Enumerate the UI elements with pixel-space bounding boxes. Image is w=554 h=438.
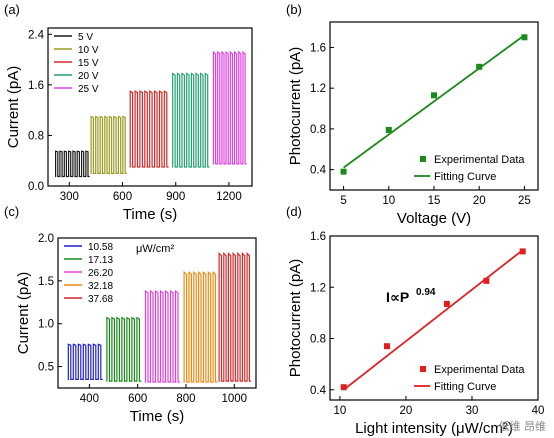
legend-marker <box>420 366 426 372</box>
y-tick-label: 1.6 <box>310 231 326 243</box>
x-tick-label: 600 <box>128 393 147 405</box>
data-point <box>340 384 347 391</box>
series-line <box>129 90 169 168</box>
data-point <box>340 168 347 175</box>
plot-frame <box>329 235 539 401</box>
series-line <box>212 50 247 165</box>
y-tick-label: 0.5 <box>38 362 54 374</box>
x-tick-label: 5 <box>340 195 346 207</box>
data-point <box>385 126 392 133</box>
legend-entry: 20 V <box>78 71 99 82</box>
y-axis-label: Current (pA) <box>5 66 22 149</box>
y-tick-label: 0.4 <box>310 385 327 397</box>
x-axis-label: Light intensity (μW/cm²) <box>355 420 513 437</box>
legend-entry: 10 V <box>78 45 99 56</box>
series-line <box>106 316 142 382</box>
y-axis-label: Current (pA) <box>15 272 32 355</box>
data-point <box>519 248 526 255</box>
x-tick-label: 800 <box>176 393 195 405</box>
series-line <box>183 271 218 383</box>
legend-entry: Fitting Curve <box>434 381 496 393</box>
y-tick-label: 1.2 <box>310 282 326 294</box>
x-tick-label: 15 <box>428 195 441 207</box>
x-tick-label: 20 <box>400 405 413 417</box>
x-tick-label: 1000 <box>221 393 247 405</box>
x-axis-label: Time (s) <box>123 206 177 223</box>
legend-marker <box>420 156 426 162</box>
legend-entry: 26.20 <box>88 268 113 279</box>
y-tick-label: 0.8 <box>310 334 326 346</box>
watermark: 低维 昂维 <box>498 420 547 433</box>
series-line <box>172 72 210 168</box>
x-axis-label: Voltage (V) <box>397 210 471 227</box>
series-line <box>90 115 127 174</box>
fit-line <box>343 34 525 169</box>
data-point <box>521 34 528 41</box>
data-point <box>476 63 483 70</box>
legend-entry: 15 V <box>78 58 99 69</box>
x-tick-label: 30 <box>466 405 479 417</box>
x-axis-label: Time (s) <box>130 408 184 425</box>
legend-entry: 17.13 <box>88 255 113 266</box>
panel-label: (c) <box>4 204 19 219</box>
legend-entry: 37.68 <box>88 294 113 305</box>
x-tick-label: 10 <box>382 195 395 207</box>
y-tick-label: 1.5 <box>38 276 54 288</box>
legend-entry: 10.58 <box>88 242 113 253</box>
annotation: I∝P <box>386 289 409 305</box>
series-line <box>67 343 103 380</box>
y-tick-label: 0.4 <box>310 165 327 177</box>
series-line <box>144 289 180 383</box>
data-point <box>443 300 450 307</box>
panel-label: (b) <box>286 2 302 17</box>
y-axis-label: Photocurrent (pA) <box>287 259 304 377</box>
x-tick-label: 400 <box>80 393 99 405</box>
y-tick-label: 2.0 <box>38 233 54 245</box>
y-tick-label: 0.8 <box>28 130 44 142</box>
y-tick-label: 1.0 <box>38 319 54 331</box>
legend-entry: 5 V <box>78 32 93 43</box>
legend-entry: Experimental Data <box>434 154 525 166</box>
annotation-exponent: 0.94 <box>416 287 436 298</box>
legend-entry: 32.18 <box>88 281 113 292</box>
panel-label: (d) <box>286 204 302 219</box>
x-tick-label: 40 <box>532 405 545 417</box>
x-tick-label: 20 <box>473 195 486 207</box>
y-tick-label: 1.6 <box>310 42 326 54</box>
data-point <box>383 343 390 350</box>
fit-line <box>343 249 524 391</box>
x-tick-label: 25 <box>518 195 531 207</box>
panel-label: (a) <box>4 2 20 17</box>
panel-2: (c) 400 600 800 1000 0.5 1.0 1.5 2.0 Time (s) Curr… <box>4 204 257 425</box>
panel-0: (a) 300 600 900 1200 0.0 0.8 1.6 2.4 Time (s) Curr… <box>4 2 253 223</box>
x-tick-label: 300 <box>60 191 79 203</box>
data-point <box>431 92 437 99</box>
y-tick-label: 1.6 <box>28 80 44 92</box>
series-line <box>55 150 90 178</box>
y-tick-label: 1.2 <box>310 83 326 95</box>
series-line <box>218 251 252 382</box>
panel-1: (b) 5 10 15 20 25 0.4 0.8 1.2 1.6 Voltage (V) Photo… <box>286 2 539 227</box>
x-tick-label: 600 <box>113 191 132 203</box>
legend-title: μW/cm² <box>136 243 174 255</box>
x-tick-label: 900 <box>166 191 185 203</box>
y-axis-label: Photocurrent (pA) <box>287 47 304 165</box>
y-tick-label: 0.0 <box>28 181 44 193</box>
x-tick-label: 1200 <box>216 191 242 203</box>
x-tick-label: 10 <box>334 405 347 417</box>
legend-entry: Experimental Data <box>434 364 525 376</box>
data-point <box>483 277 490 284</box>
legend-entry: Fitting Curve <box>434 171 496 183</box>
y-tick-label: 0.8 <box>310 124 326 136</box>
plot-frame <box>57 237 257 389</box>
legend-entry: 25 V <box>78 84 99 95</box>
plot-frame <box>47 27 253 187</box>
y-tick-label: 2.4 <box>28 29 45 41</box>
panel-3: (d) 10 20 30 40 0.4 0.8 1.2 1.6 Light intensity (… <box>286 204 544 437</box>
